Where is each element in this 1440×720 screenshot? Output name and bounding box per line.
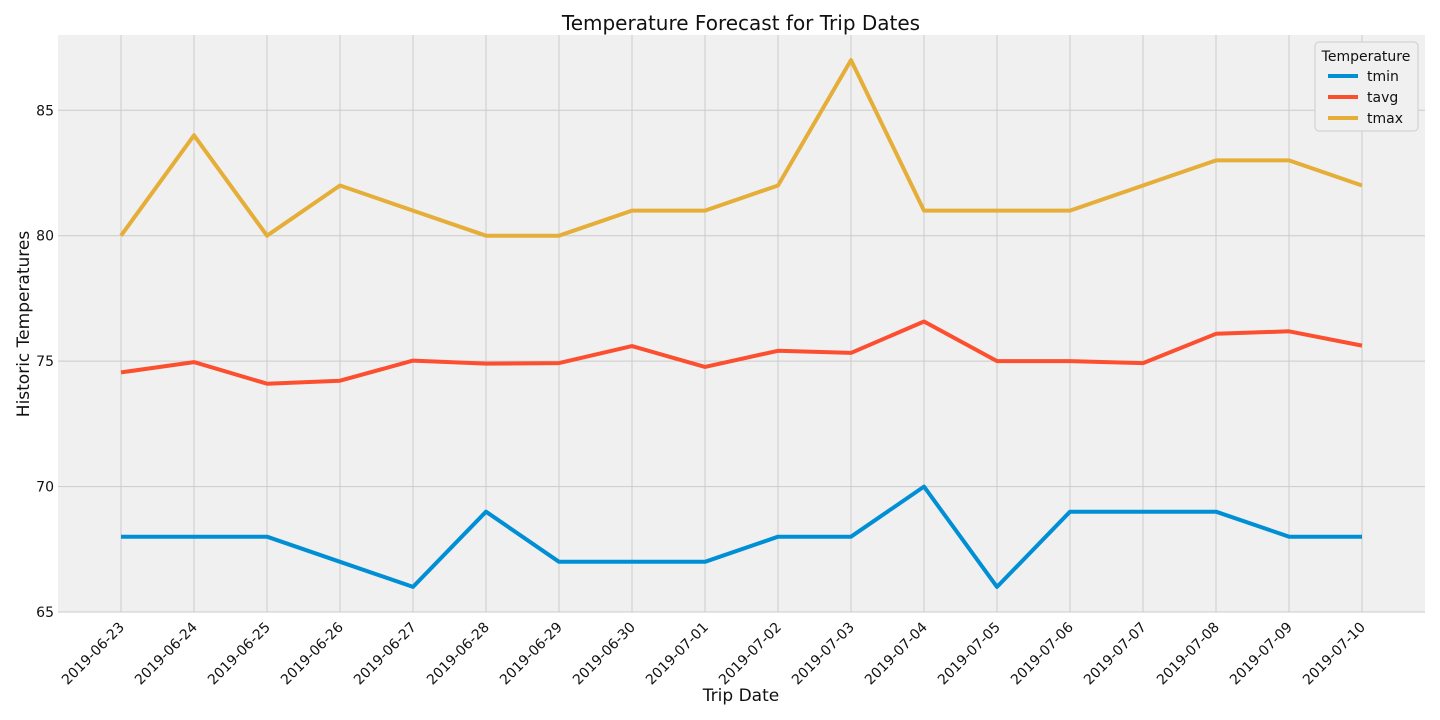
y-tick-labels: 65 70 75 80 85 [36,103,54,621]
y-tick-label: 65 [36,605,54,621]
y-tick-label: 70 [36,480,54,496]
legend-items: tmin tavg tmax [1328,69,1403,127]
series-lines [119,58,1363,589]
series-line-tavg [120,319,1363,386]
legend-box [1314,41,1419,132]
y-axis-label: Historic Temperatures [14,231,34,418]
y-tick-label: 80 [36,229,54,245]
series-line-tmax [119,58,1363,238]
x-axis-label: Trip Date [702,686,779,706]
legend-label-tavg: tavg [1367,90,1398,106]
series-line-tmin [121,484,1362,589]
plot-area-background [58,35,1425,612]
grid [58,35,1425,613]
y-tick-label: 85 [36,103,54,119]
legend-label-tmin: tmin [1367,69,1399,85]
legend-label-tmax: tmax [1367,111,1403,127]
chart-title: Temperature Forecast for Trip Dates [561,11,920,35]
legend: Temperature tmin tavg tmax [1314,41,1419,132]
y-tick-label: 75 [36,354,54,370]
legend-title: Temperature [1321,49,1411,65]
